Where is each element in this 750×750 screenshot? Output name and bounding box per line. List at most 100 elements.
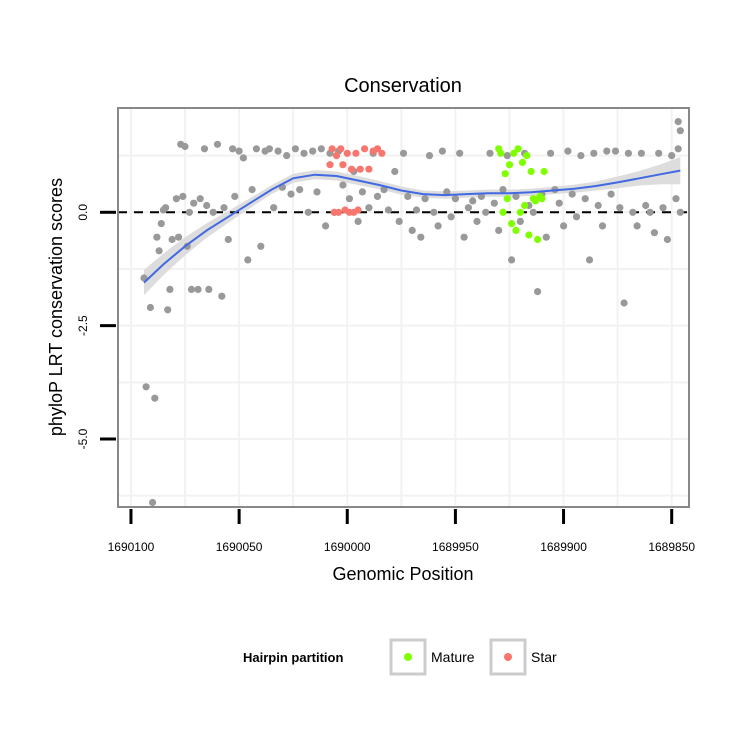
point-other xyxy=(542,233,550,241)
point-other xyxy=(304,208,312,216)
point-other xyxy=(676,127,684,135)
point-other xyxy=(181,142,189,151)
legend: Hairpin partition Mature Star xyxy=(243,638,557,676)
point-other xyxy=(590,149,598,157)
point-other xyxy=(395,217,403,225)
point-other xyxy=(300,149,308,157)
point-other xyxy=(399,149,408,157)
point-other xyxy=(187,285,196,293)
point-mature xyxy=(505,161,514,169)
point-other xyxy=(650,229,659,237)
point-mature xyxy=(540,167,548,176)
point-other xyxy=(220,204,228,212)
point-other xyxy=(564,147,572,155)
y-tick-label: 0.0 xyxy=(76,204,90,221)
point-other xyxy=(142,383,150,391)
point-other xyxy=(560,222,568,230)
point-other xyxy=(185,208,193,216)
point-mature xyxy=(523,152,531,160)
point-other xyxy=(529,208,537,216)
point-other xyxy=(203,201,211,210)
point-star xyxy=(332,152,341,160)
point-other xyxy=(633,222,641,230)
point-other xyxy=(373,192,382,200)
point-other xyxy=(354,217,362,225)
point-mature xyxy=(521,201,529,210)
point-other xyxy=(477,192,485,200)
point-other xyxy=(451,195,459,203)
point-other xyxy=(229,145,237,153)
point-star xyxy=(365,165,373,173)
point-other xyxy=(358,188,366,196)
point-other xyxy=(594,201,602,210)
legend-label-mature: Mature xyxy=(431,649,475,665)
point-other xyxy=(438,147,446,155)
point-other xyxy=(339,181,347,189)
point-mature xyxy=(501,170,509,178)
point-other xyxy=(490,199,498,207)
point-mature xyxy=(516,208,524,216)
point-other xyxy=(313,188,321,196)
point-other xyxy=(572,213,581,221)
point-other xyxy=(568,190,576,198)
point-other xyxy=(637,149,646,157)
point-mature xyxy=(518,158,527,166)
point-mature xyxy=(527,167,535,176)
point-other xyxy=(153,233,161,241)
point-star xyxy=(356,165,364,173)
panel-border xyxy=(117,107,690,508)
point-other xyxy=(672,195,680,203)
point-other xyxy=(345,195,353,203)
point-other xyxy=(611,147,620,155)
point-other xyxy=(581,195,589,203)
point-other xyxy=(603,147,611,155)
point-other xyxy=(434,222,442,230)
point-other xyxy=(213,140,222,148)
point-other xyxy=(417,233,425,241)
point-other xyxy=(151,394,159,402)
legend-dot-star xyxy=(504,653,512,661)
point-mature xyxy=(508,220,516,228)
point-other xyxy=(516,217,524,225)
point-other xyxy=(239,154,247,162)
point-other xyxy=(443,188,451,196)
point-other xyxy=(317,145,325,153)
point-other xyxy=(168,235,176,244)
point-other xyxy=(265,145,273,153)
point-other xyxy=(155,247,163,255)
y-axis-label: phyloP LRT conservation scores xyxy=(46,178,66,436)
x-axis-label: Genomic Position xyxy=(332,564,473,584)
point-other xyxy=(296,186,304,194)
point-other xyxy=(598,222,607,230)
point-other xyxy=(157,220,165,228)
point-other xyxy=(309,147,317,155)
point-star xyxy=(361,145,369,153)
point-other xyxy=(252,145,260,153)
point-other xyxy=(270,204,278,212)
point-other xyxy=(380,186,388,194)
point-star xyxy=(326,161,334,169)
x-tick-label: 1690100 xyxy=(108,540,155,554)
point-other xyxy=(179,192,187,200)
point-mature xyxy=(514,145,522,153)
point-other xyxy=(283,152,291,160)
point-mature xyxy=(503,195,511,203)
point-other xyxy=(287,190,295,198)
point-other xyxy=(412,206,421,214)
loess-smooth-line xyxy=(143,169,681,284)
point-mature xyxy=(512,226,520,234)
point-other xyxy=(408,226,416,234)
point-other xyxy=(663,235,672,244)
point-other xyxy=(495,226,503,234)
point-other xyxy=(499,186,507,194)
point-star xyxy=(343,149,351,157)
point-star xyxy=(328,145,336,153)
x-tick-label: 1690000 xyxy=(324,540,371,554)
point-other xyxy=(365,204,373,212)
point-other xyxy=(146,303,154,312)
point-other xyxy=(200,145,209,153)
legend-title: Hairpin partition xyxy=(243,650,343,665)
point-mature xyxy=(534,235,542,244)
point-other xyxy=(456,149,464,157)
x-tick-label: 1690050 xyxy=(216,540,263,554)
